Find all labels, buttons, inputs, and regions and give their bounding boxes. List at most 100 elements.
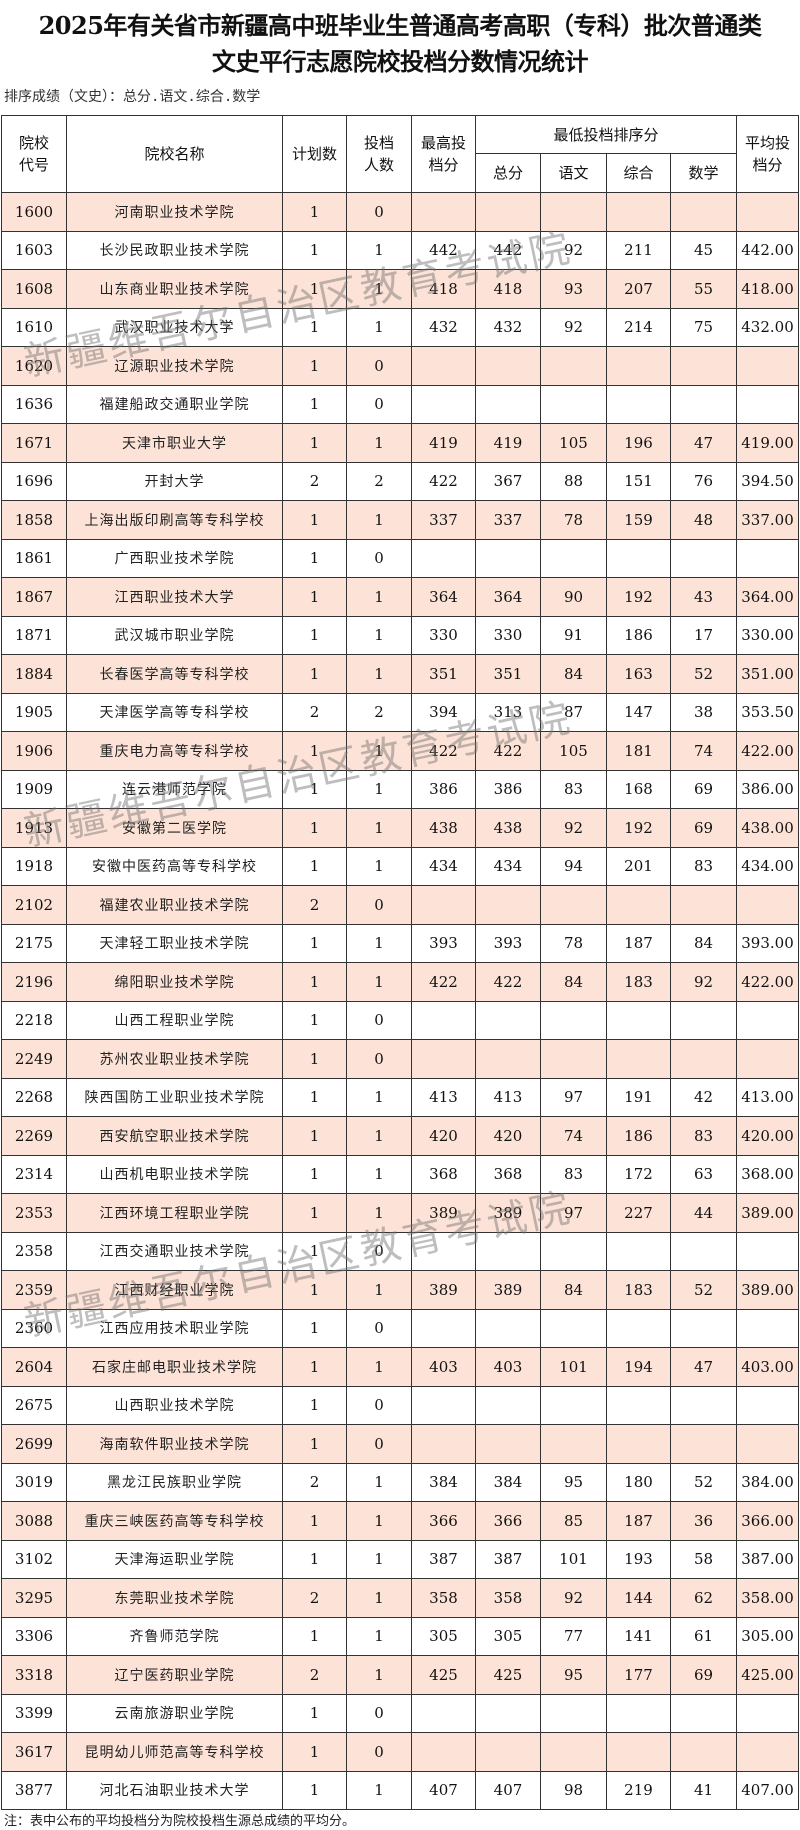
cell-min-total	[475, 1732, 541, 1772]
cell-min-comprehensive: 219	[606, 1770, 671, 1810]
cell-code: 3306	[1, 1616, 67, 1656]
cell-max	[411, 1424, 476, 1464]
cell-plan: 1	[282, 1154, 347, 1194]
cell-min-comprehensive: 181	[606, 731, 671, 771]
cell-min-chinese: 95	[540, 1462, 607, 1502]
cell-code: 3318	[1, 1655, 67, 1695]
table-row: 1871 武汉城市职业学院 1 1 330 330 91 186 17 330.00	[1, 615, 800, 655]
cell-avg: 403.00	[736, 1347, 800, 1387]
cell-min-math: 75	[669, 307, 738, 347]
cell-name: 河南职业技术学院	[66, 192, 283, 232]
cell-plan: 1	[282, 500, 347, 540]
cell-avg: 442.00	[736, 230, 800, 270]
table-row: 1603 长沙民政职业技术学院 1 1 442 442 92 211 45 442.00	[1, 230, 800, 270]
cell-plan: 1	[282, 1039, 347, 1079]
cell-avg	[736, 1039, 800, 1079]
cell-min-total	[475, 1000, 541, 1040]
cell-max: 422	[411, 962, 476, 1002]
table-row: 3295 东莞职业技术学院 2 1 358 358 92 144 62 358.00	[1, 1578, 800, 1618]
cell-max	[411, 1000, 476, 1040]
table-row: 2353 江西环境工程职业学院 1 1 389 389 97 227 44 389.00	[1, 1193, 800, 1233]
cell-min-math	[669, 1693, 738, 1733]
cell-name: 河北石油职业技术大学	[66, 1770, 283, 1810]
cell-avg: 420.00	[736, 1116, 800, 1156]
cell-min-comprehensive: 191	[606, 1077, 671, 1117]
cell-min-total: 368	[475, 1154, 541, 1194]
cell-avg: 407.00	[736, 1770, 800, 1810]
cell-min-comprehensive	[606, 1385, 671, 1425]
cell-min-total	[475, 1039, 541, 1079]
cell-min-math: 58	[669, 1539, 738, 1579]
cell-plan: 1	[282, 1732, 347, 1772]
cell-max: 403	[411, 1347, 476, 1387]
cell-min-comprehensive: 187	[606, 1501, 671, 1541]
cell-max: 434	[411, 846, 476, 886]
table-row: 1600 河南职业技术学院 1 0	[1, 192, 800, 232]
cell-admitted: 1	[346, 1770, 412, 1810]
cell-min-math: 52	[669, 1270, 738, 1310]
cell-min-total: 413	[475, 1077, 541, 1117]
cell-plan: 1	[282, 1193, 347, 1233]
cell-code: 3102	[1, 1539, 67, 1579]
cell-code: 1861	[1, 538, 67, 578]
cell-min-total: 442	[475, 230, 541, 270]
cell-min-chinese: 95	[540, 1655, 607, 1695]
cell-min-math	[669, 192, 738, 232]
cell-code: 1636	[1, 384, 67, 424]
cell-name: 重庆三峡医药高等专科学校	[66, 1501, 283, 1541]
cell-name: 辽宁医药职业学院	[66, 1655, 283, 1695]
cell-plan: 2	[282, 461, 347, 501]
cell-name: 安徽第二医学院	[66, 808, 283, 848]
cell-avg: 386.00	[736, 769, 800, 809]
cell-min-chinese	[540, 1308, 607, 1348]
cell-plan: 1	[282, 1616, 347, 1656]
cell-code: 1610	[1, 307, 67, 347]
cell-min-total: 358	[475, 1578, 541, 1618]
table-row: 3399 云南旅游职业学院 1 0	[1, 1693, 800, 1733]
cell-admitted: 1	[346, 769, 412, 809]
cell-min-comprehensive: 159	[606, 500, 671, 540]
cell-min-chinese: 98	[540, 1770, 607, 1810]
cell-admitted: 0	[346, 1231, 412, 1271]
cell-name: 安徽中医药高等专科学校	[66, 846, 283, 886]
cell-avg: 368.00	[736, 1154, 800, 1194]
cell-admitted: 1	[346, 923, 412, 963]
cell-admitted: 1	[346, 307, 412, 347]
table-row: 2175 天津轻工职业技术学院 1 1 393 393 78 187 84 393.00	[1, 923, 800, 963]
cell-min-math: 48	[669, 500, 738, 540]
table-row: 2269 西安航空职业技术学院 1 1 420 420 74 186 83 420.00	[1, 1116, 800, 1156]
cell-max: 389	[411, 1193, 476, 1233]
cell-min-comprehensive	[606, 1231, 671, 1271]
table-row: 1884 长春医学高等专科学校 1 1 351 351 84 163 52 351.00	[1, 654, 800, 694]
table-row: 2604 石家庄邮电职业技术学院 1 1 403 403 101 194 47 403.00	[1, 1347, 800, 1387]
cell-name: 武汉职业技术大学	[66, 307, 283, 347]
cell-admitted: 1	[346, 1462, 412, 1502]
cell-min-math	[669, 538, 738, 578]
cell-plan: 1	[282, 230, 347, 270]
table-row: 1608 山东商业职业技术学院 1 1 418 418 93 207 55 418.00	[1, 269, 800, 309]
cell-code: 2314	[1, 1154, 67, 1194]
table-row: 1620 辽源职业技术学院 1 0	[1, 346, 800, 386]
table-row: 1867 江西职业技术大学 1 1 364 364 90 192 43 364.00	[1, 577, 800, 617]
cell-min-total: 386	[475, 769, 541, 809]
cell-code: 2358	[1, 1231, 67, 1271]
cell-plan: 1	[282, 1270, 347, 1310]
cell-name: 江西环境工程职业学院	[66, 1193, 283, 1233]
cell-min-total: 422	[475, 731, 541, 771]
cell-code: 2102	[1, 885, 67, 925]
table-row: 2699 海南软件职业技术学院 1 0	[1, 1424, 800, 1464]
cell-max	[411, 538, 476, 578]
cell-avg: 413.00	[736, 1077, 800, 1117]
cell-name: 齐鲁师范学院	[66, 1616, 283, 1656]
cell-avg	[736, 346, 800, 386]
header-name: 院校名称	[66, 115, 283, 193]
cell-max: 351	[411, 654, 476, 694]
cell-min-total: 432	[475, 307, 541, 347]
cell-max	[411, 1732, 476, 1772]
cell-admitted: 1	[346, 500, 412, 540]
header-math: 数学	[669, 153, 738, 193]
cell-min-comprehensive	[606, 1000, 671, 1040]
cell-admitted: 0	[346, 1308, 412, 1348]
cell-admitted: 0	[346, 192, 412, 232]
cell-max	[411, 1231, 476, 1271]
